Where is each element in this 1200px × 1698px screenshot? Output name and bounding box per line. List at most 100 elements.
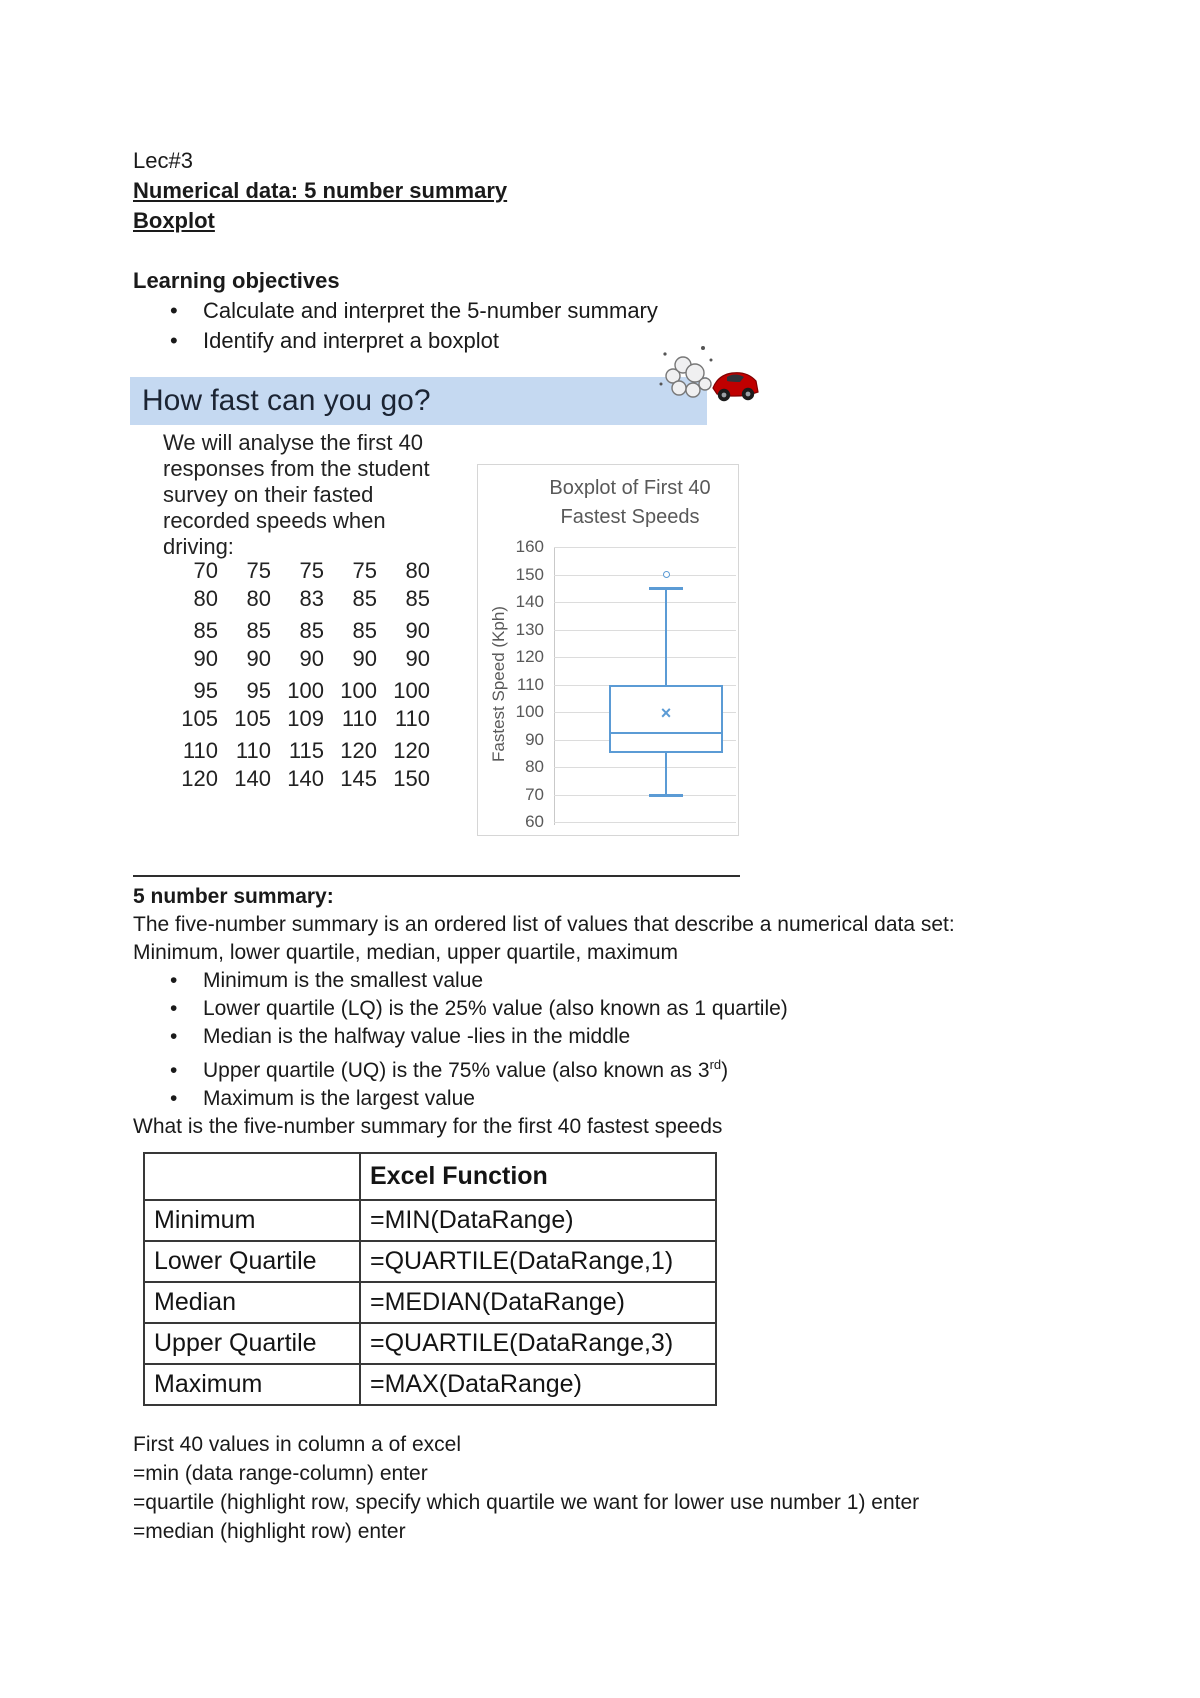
summary-bullet: • Upper quartile (UQ) is the 75% value (… xyxy=(133,1051,1123,1085)
table-row: Upper Quartile =QUARTILE(DataRange,3) xyxy=(143,1322,717,1365)
lower-whisker-line xyxy=(665,753,667,795)
speeds-row: 70 75 75 75 80 xyxy=(165,558,430,586)
doc-title: Numerical data: 5 number summary xyxy=(133,178,508,203)
speed-value: 100 xyxy=(340,678,377,703)
bullet-text: Minimum is the smallest value xyxy=(203,969,484,992)
speed-value: 85 xyxy=(299,618,324,643)
speed-value: 80 xyxy=(193,586,218,611)
speed-value: 85 xyxy=(352,618,377,643)
bullet-text: Median is the halfway value -lies in the… xyxy=(203,1025,631,1048)
y-tick-label: 150 xyxy=(515,564,544,584)
bullet-icon: • xyxy=(170,1087,178,1110)
y-tick-label: 120 xyxy=(515,647,544,666)
speed-value: 110 xyxy=(182,738,218,763)
speed-value: 75 xyxy=(352,558,377,583)
bullet-icon: • xyxy=(170,1059,178,1082)
bullet-text: Upper quartile (UQ) is the 75% value (al… xyxy=(203,1051,728,1085)
stat-name-cell: Lower Quartile xyxy=(143,1240,361,1283)
speeds-row: 110 110 115 120 120 xyxy=(165,738,430,766)
speed-value: 145 xyxy=(340,766,377,791)
objective-text: Calculate and interpret the 5-number sum… xyxy=(203,298,658,323)
speed-value: 120 xyxy=(393,738,430,763)
bullet-icon: • xyxy=(170,997,178,1020)
table-row: Maximum =MAX(DataRange) xyxy=(143,1363,717,1406)
speed-value: 110 xyxy=(235,738,271,763)
stat-name-cell: Upper Quartile xyxy=(143,1322,361,1365)
bullet-text-pre: Upper quartile (UQ) is the 75% value (al… xyxy=(203,1059,710,1082)
lecture-number: Lec#3 xyxy=(133,148,193,173)
y-tick-label: 130 xyxy=(515,619,544,639)
boxplot-plot-area: × xyxy=(554,547,736,827)
speeds-row: 105 105 109 110 110 xyxy=(165,706,430,734)
speed-value: 115 xyxy=(288,738,324,763)
objective-item: • Calculate and interpret the 5-number s… xyxy=(133,296,658,326)
speed-value: 95 xyxy=(246,678,271,703)
excel-notes-block: First 40 values in column a of excel =mi… xyxy=(133,1430,919,1546)
speed-value: 110 xyxy=(341,706,377,731)
excel-formula-cell: =MEDIAN(DataRange) xyxy=(359,1281,717,1324)
speed-value: 95 xyxy=(193,678,218,703)
summary-block: 5 number summary: The five-number summar… xyxy=(133,883,1123,1141)
speed-value: 90 xyxy=(246,646,271,671)
bullet-icon: • xyxy=(170,298,178,323)
note-line: First 40 values in column a of excel xyxy=(133,1433,461,1456)
objectives-list: • Calculate and interpret the 5-number s… xyxy=(133,296,658,356)
speed-value: 75 xyxy=(299,558,324,583)
y-tick-label: 110 xyxy=(516,674,544,694)
note-line: =median (highlight row) enter xyxy=(133,1520,406,1543)
speed-value: 120 xyxy=(181,766,218,791)
summary-bullet: • Minimum is the smallest value xyxy=(133,967,1123,995)
summary-bullet: • Median is the halfway value -lies in t… xyxy=(133,1023,1123,1051)
excel-formula-cell: =QUARTILE(DataRange,3) xyxy=(359,1322,717,1365)
speed-value: 140 xyxy=(234,766,271,791)
speed-value: 85 xyxy=(405,586,430,611)
speed-value: 100 xyxy=(393,678,430,703)
summary-bullet: • Maximum is the largest value xyxy=(133,1085,1123,1113)
lower-whisker-cap xyxy=(649,793,683,797)
speed-value: 85 xyxy=(193,618,218,643)
gridline xyxy=(554,657,736,658)
bullet-text: Maximum is the largest value xyxy=(203,1087,475,1110)
bullet-text-sup: rd xyxy=(709,1057,722,1072)
iqr-box xyxy=(609,684,723,754)
speeds-grid: 70 75 75 75 80 80 80 83 85 85 85 85 85 85 90 90 90 90 90 90… xyxy=(165,558,430,794)
table-row: Median =MEDIAN(DataRange) xyxy=(143,1281,717,1324)
gridline xyxy=(554,794,736,796)
objectives-heading: Learning objectives xyxy=(133,268,340,293)
speed-value: 80 xyxy=(405,558,430,583)
y-axis-line xyxy=(554,547,555,825)
note-line: =quartile (highlight row, specify which … xyxy=(133,1491,920,1514)
speed-value: 90 xyxy=(193,646,218,671)
speed-value: 90 xyxy=(352,646,377,671)
y-tick-label: 140 xyxy=(515,592,544,611)
upper-whisker-cap xyxy=(649,587,683,591)
gridline xyxy=(554,602,736,603)
y-tick-label: 100 xyxy=(515,702,544,721)
speed-value: 90 xyxy=(299,646,324,671)
note-line: =min (data range-column) enter xyxy=(133,1462,428,1485)
summary-bullet: • Lower quartile (LQ) is the 25% value (… xyxy=(133,995,1123,1023)
objective-text: Identify and interpret a boxplot xyxy=(203,328,499,353)
summary-line: The five-number summary is an ordered li… xyxy=(133,913,955,936)
excel-function-table: Excel Function Minimum =MIN(DataRange) L… xyxy=(143,1152,717,1406)
speeds-row: 95 95 100 100 100 xyxy=(165,678,430,706)
y-tick-label: 70 xyxy=(525,784,544,804)
chart-title: Boxplot of First 40 Fastest Speeds xyxy=(478,474,738,532)
bullet-icon: • xyxy=(170,328,178,353)
table-row: Lower Quartile =QUARTILE(DataRange,1) xyxy=(143,1240,717,1283)
mean-marker: × xyxy=(660,702,672,723)
summary-line: Minimum, lower quartile, median, upper q… xyxy=(133,941,679,964)
summary-heading: 5 number summary: xyxy=(133,885,334,908)
horizontal-divider xyxy=(133,875,740,877)
stat-name-cell: Median xyxy=(143,1281,361,1324)
bullet-text: Lower quartile (LQ) is the 25% value (al… xyxy=(203,997,788,1020)
speed-value: 85 xyxy=(246,618,271,643)
speed-value: 100 xyxy=(287,678,324,703)
head-block: Lec#3 Numerical data: 5 number summary B… xyxy=(133,146,658,356)
bullet-icon: • xyxy=(170,969,178,992)
speed-value: 110 xyxy=(394,706,430,731)
speed-value: 140 xyxy=(287,766,324,791)
table-header-cell-empty xyxy=(143,1152,361,1201)
median-line xyxy=(609,731,723,734)
